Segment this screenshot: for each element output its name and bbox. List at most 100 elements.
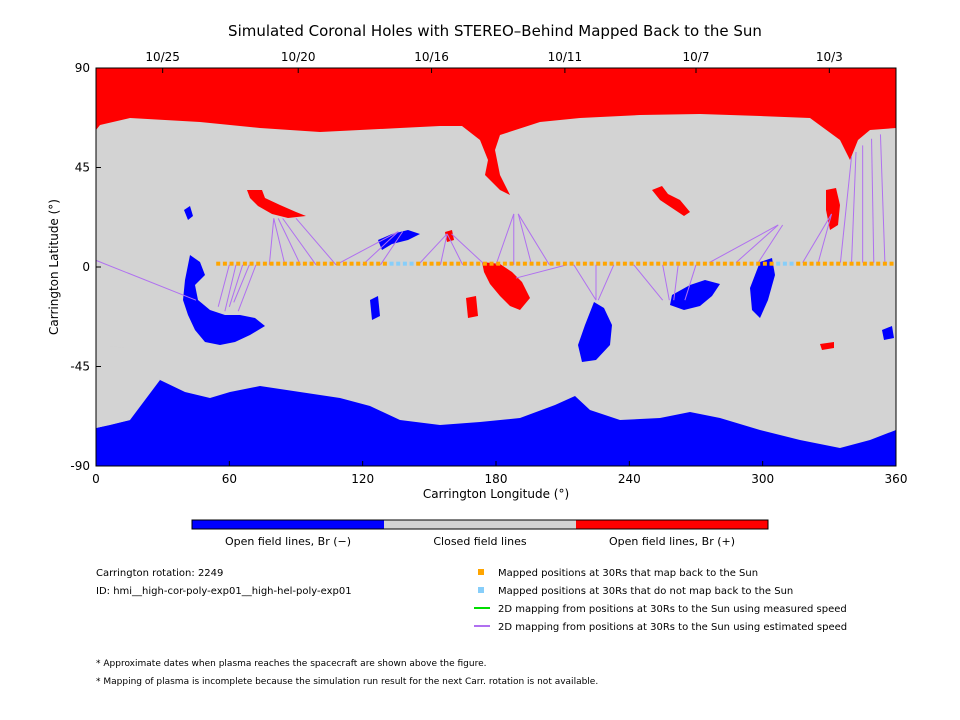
estimated-speed-line [237, 264, 257, 312]
x-tick-label: 300 [751, 472, 774, 486]
estimated-speed-line [851, 152, 857, 263]
mapped-position-point [589, 261, 594, 266]
mapped-position-point [322, 261, 327, 266]
mapped-position-point [496, 261, 501, 266]
estimated-speed-line [439, 233, 448, 265]
unmapped-positions [389, 261, 794, 266]
mapped-position-point [816, 261, 821, 266]
mapped-position-point [836, 261, 841, 266]
footnote-incomplete: * Mapping of plasma is incomplete becaus… [96, 677, 598, 687]
mapped-position-point [702, 261, 707, 266]
mapped-position-point [296, 261, 301, 266]
mapped-position-point [796, 261, 801, 266]
mapped-position-point [609, 261, 614, 266]
estimated-speed-line [662, 264, 670, 301]
mapped-position-point [576, 261, 581, 266]
estimated-speed-line [817, 213, 833, 263]
legend-mapped-marker [478, 569, 484, 575]
colorbar-negative [192, 520, 384, 529]
estimated-speed-line [277, 218, 301, 266]
negative-coronal-hole [670, 280, 720, 310]
mapped-position-point [489, 261, 494, 266]
mapped-position-point [869, 261, 874, 266]
date-label: 10/16 [414, 50, 449, 64]
mapped-position-point [709, 261, 714, 266]
estimated-speed-line [515, 264, 568, 279]
mapped-position-point [436, 261, 441, 266]
mapped-position-point [269, 261, 274, 266]
estimated-speed-line [335, 231, 399, 266]
x-tick-label: 120 [351, 472, 374, 486]
y-tick-label: 90 [75, 61, 90, 75]
unmapped-position-point [396, 261, 401, 266]
positive-coronal-hole [652, 186, 690, 216]
mapped-position-point [749, 261, 754, 266]
estimated-speed-line [709, 224, 779, 264]
mapped-position-point [649, 261, 654, 266]
mapped-position-point [276, 261, 281, 266]
run-id-info: ID: hmi__high-cor-poly-exp01__high-hel-p… [96, 586, 352, 597]
mapped-position-point [656, 261, 661, 266]
mapped-position-point [556, 261, 561, 266]
estimated-speed-line [839, 156, 853, 263]
colorbar-closed [384, 520, 576, 529]
estimated-speed-line [217, 264, 230, 307]
date-label: 10/3 [816, 50, 843, 64]
mapped-position-point [522, 261, 527, 266]
mapped-position-point [336, 261, 341, 266]
mapped-position-point [716, 261, 721, 266]
mapped-position-point [856, 261, 861, 266]
positive-coronal-hole [826, 188, 840, 230]
mapped-position-point [876, 261, 881, 266]
legend-measured-label: 2D mapping from positions at 30Rs to the… [498, 604, 847, 615]
negative-coronal-hole [578, 302, 612, 362]
y-tick-label: -45 [70, 360, 90, 374]
x-tick-label: 60 [222, 472, 237, 486]
negative-coronal-hole [183, 255, 265, 345]
unmapped-position-point [402, 261, 407, 266]
mapped-position-point [802, 261, 807, 266]
positive-coronal-hole [820, 342, 834, 350]
mapped-position-point [302, 261, 307, 266]
estimated-speed-line [573, 264, 597, 301]
mapped-position-point [422, 261, 427, 266]
estimated-speed-line [633, 264, 664, 301]
mapped-position-point [669, 261, 674, 266]
mapped-position-point [456, 261, 461, 266]
mapped-position-point [536, 261, 541, 266]
negative-coronal-hole [750, 258, 775, 318]
colorbar-label-closed: Closed field lines [433, 535, 527, 548]
legend-unmapped-marker [478, 587, 484, 593]
mapped-position-point [842, 261, 847, 266]
estimated-speed-line [684, 264, 697, 301]
mapped-position-point [442, 261, 447, 266]
positive-coronal-hole [466, 296, 478, 318]
mapped-position-point [482, 261, 487, 266]
mapped-position-point [316, 261, 321, 266]
estimated-speed-line [879, 134, 886, 263]
colorbar-label-positive: Open field lines, Br (+) [609, 535, 735, 548]
mapped-position-point [222, 261, 227, 266]
estimated-speed-line [802, 213, 832, 263]
negative-coronal-hole [184, 206, 193, 220]
x-tick-label: 0 [92, 472, 100, 486]
carrington-rotation-info: Carrington rotation: 2249 [96, 568, 223, 579]
mapped-position-point [469, 261, 474, 266]
legend-unmapped-label: Mapped positions at 30Rs that do not map… [498, 586, 793, 597]
date-label: 10/7 [683, 50, 710, 64]
positive-coronal-hole [247, 190, 306, 218]
mapped-position-point [689, 261, 694, 266]
mapped-position-point [516, 261, 521, 266]
y-tick-label: 45 [75, 161, 90, 175]
mapped-position-point [849, 261, 854, 266]
mapped-position-point [602, 261, 607, 266]
mapped-position-point [822, 261, 827, 266]
mapped-position-point [662, 261, 667, 266]
legend-mapped-label: Mapped positions at 30Rs that map back t… [498, 568, 758, 579]
mapped-position-point [769, 261, 774, 266]
negative-coronal-hole [882, 326, 894, 340]
mapped-position-point [596, 261, 601, 266]
mapped-position-point [309, 261, 314, 266]
estimated-speed-line [757, 224, 784, 263]
estimated-speed-line [268, 218, 275, 265]
